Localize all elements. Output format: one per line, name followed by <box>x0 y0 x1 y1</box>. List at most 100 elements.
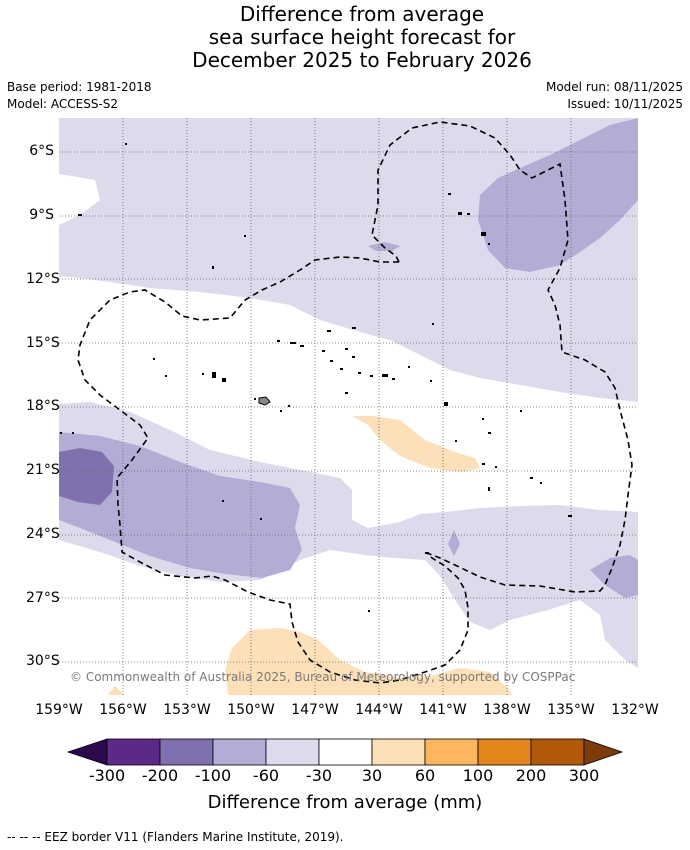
island <box>258 396 271 406</box>
meta-right: Model run: 08/11/2025 Issued: 10/11/2025 <box>546 79 683 113</box>
lon-label: 141°W <box>419 702 467 718</box>
meta-left: Base period: 1981-2018 Model: ACCESS-S2 <box>7 79 152 113</box>
island <box>430 380 432 382</box>
model-name: Model: ACCESS-S2 <box>7 97 119 111</box>
island <box>222 500 224 502</box>
island <box>244 235 246 237</box>
anomaly-blob-diamond <box>448 530 460 556</box>
colorbar-tick-label: 30 <box>361 766 383 785</box>
positive-anomaly-corner <box>108 686 124 695</box>
island <box>340 368 343 370</box>
island <box>488 432 491 434</box>
island <box>482 418 484 420</box>
island <box>125 143 127 145</box>
title-line-1: Difference from average <box>239 2 485 26</box>
anomaly-region-sw-core <box>59 448 114 505</box>
lat-label: 24°S <box>26 526 60 542</box>
island <box>368 610 370 612</box>
colorbar-tick-label: 100 <box>462 766 494 785</box>
island <box>444 402 448 406</box>
island <box>540 482 542 484</box>
island <box>495 466 497 468</box>
island <box>455 440 457 442</box>
colorbar <box>66 738 624 766</box>
anomaly-region-ne <box>478 118 638 272</box>
issued-date: Issued: 10/11/2025 <box>567 97 683 111</box>
colorbar-title: Difference from average (mm) <box>207 792 483 813</box>
white-notch-nw <box>59 174 100 225</box>
island <box>78 214 82 216</box>
colorbar-bin-30-60 <box>371 738 426 766</box>
island <box>202 373 204 375</box>
island <box>72 432 74 434</box>
colorbar-tick-label: 300 <box>568 766 600 785</box>
island <box>458 212 462 215</box>
island <box>212 372 216 378</box>
island <box>352 327 356 329</box>
island <box>290 342 296 344</box>
eez-border <box>77 121 633 684</box>
lat-label: 6°S <box>29 143 54 159</box>
colorbar-bin-60-100 <box>424 738 479 766</box>
island <box>482 463 485 465</box>
island <box>345 348 348 350</box>
lon-label: 159°W <box>35 702 83 718</box>
island <box>165 375 167 377</box>
anomaly-region-sw <box>59 432 302 578</box>
island <box>488 243 490 245</box>
colorbar-bin-neg300-neg200 <box>106 738 161 766</box>
island <box>408 366 410 368</box>
colorbar-bin-neg100-neg60 <box>212 738 267 766</box>
island <box>358 372 361 374</box>
island <box>212 266 214 269</box>
lon-label: 147°W <box>291 702 339 718</box>
title-line-2: sea surface height forecast for <box>208 25 516 49</box>
lat-label: 30°S <box>26 653 60 669</box>
colorbar-over-triangle <box>583 738 624 766</box>
lon-label: 132°W <box>611 702 659 718</box>
island <box>520 410 522 412</box>
colorbar-bin-200-300 <box>530 738 585 766</box>
island <box>530 477 533 479</box>
island <box>392 378 395 380</box>
island <box>330 360 333 362</box>
colorbar-bin-neg200-neg100 <box>159 738 214 766</box>
model-run: Model run: 08/11/2025 <box>545 80 683 94</box>
eez-legend: -- -- -- EEZ border V11 (Flanders Marine… <box>7 830 344 844</box>
island <box>254 398 256 400</box>
island <box>288 405 290 407</box>
island <box>488 487 490 491</box>
island <box>352 356 355 358</box>
island <box>327 330 331 332</box>
positive-anomaly-central <box>352 416 480 472</box>
graticule <box>59 118 638 695</box>
lat-label: 12°S <box>26 271 60 287</box>
colorbar-tick-label: -200 <box>141 766 179 785</box>
colorbar-under-triangle <box>66 738 108 766</box>
title-line-3: December 2025 to February 2026 <box>192 48 532 72</box>
island <box>222 378 226 382</box>
lat-label: 9°S <box>29 207 54 223</box>
lat-label: 18°S <box>26 398 60 414</box>
island <box>481 232 486 236</box>
lat-label: 21°S <box>26 462 60 478</box>
colorbar-bin-neutral <box>318 738 373 766</box>
lon-label: 150°W <box>227 702 275 718</box>
base-period: Base period: 1981-2018 <box>7 80 152 94</box>
island <box>322 350 325 352</box>
anomaly-region-south <box>59 402 638 668</box>
island <box>153 358 155 360</box>
islands <box>60 143 572 612</box>
colorbar-tick-label: -60 <box>252 766 280 785</box>
island <box>432 323 434 325</box>
island <box>425 552 429 554</box>
island <box>60 432 62 434</box>
colorbar-bin-100-200 <box>477 738 532 766</box>
island <box>260 518 262 520</box>
lon-label: 144°W <box>355 702 403 718</box>
lon-label: 156°W <box>99 702 147 718</box>
chart-title: Difference from average sea surface heig… <box>0 3 690 72</box>
colorbar-tick-label: -100 <box>194 766 232 785</box>
copyright-notice: © Commonwealth of Australia 2025, Bureau… <box>70 670 575 684</box>
